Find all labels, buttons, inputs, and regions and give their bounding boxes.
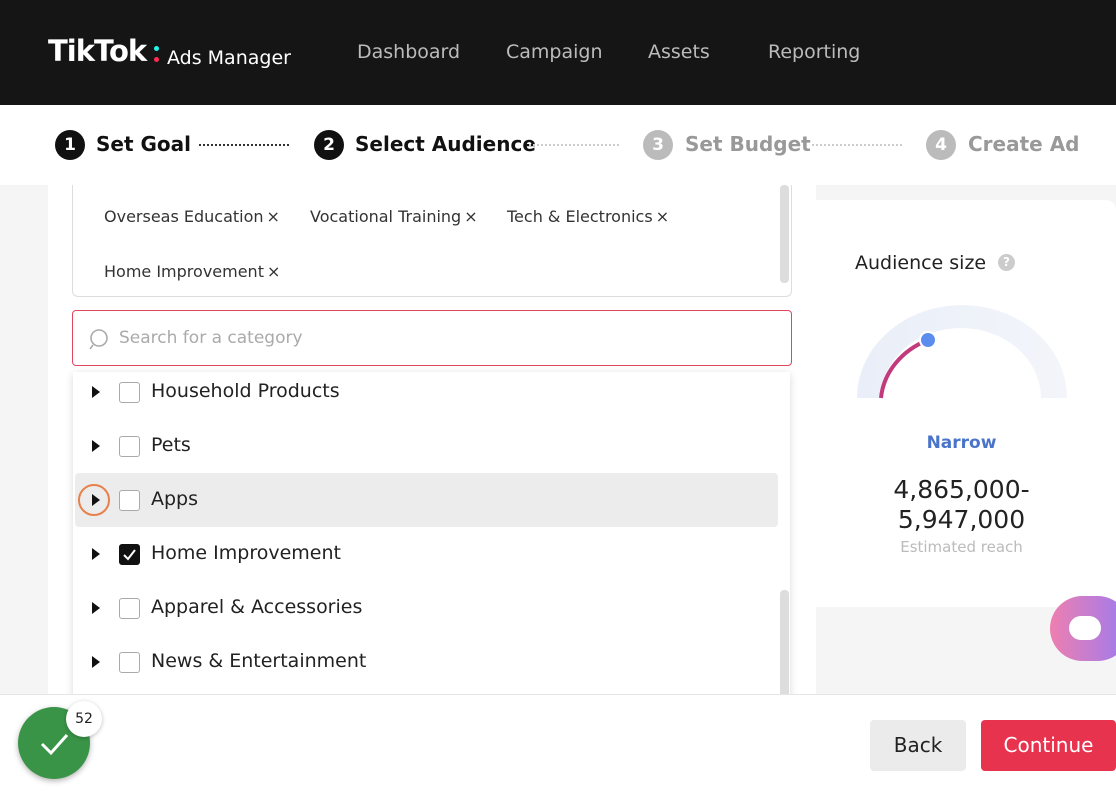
audience-title: Audience size [855, 252, 987, 274]
continue-button[interactable]: Continue [981, 720, 1116, 771]
category-label: Home Improvement [151, 542, 341, 564]
expand-arrow[interactable] [92, 386, 100, 398]
checkbox[interactable] [119, 436, 140, 457]
nav-link[interactable]: Assets [648, 41, 710, 63]
tag-box: Overseas Education × Vocational Training × T… [72, 185, 792, 297]
step-label: Create Ad [968, 132, 1080, 156]
tag-remove[interactable]: × [266, 207, 280, 226]
category-label: Household Products [151, 380, 340, 402]
category-row[interactable]: Pets [75, 419, 778, 473]
tag: Vocational Training × [310, 207, 478, 226]
category-label: Apparel & Accessories [151, 596, 363, 618]
expand-arrow[interactable] [92, 440, 100, 452]
reach-caption: Estimated reach [900, 538, 1023, 556]
gauge [857, 305, 1067, 399]
checkbox[interactable] [119, 544, 140, 565]
product-name: Ads Manager [167, 47, 291, 69]
header [0, 0, 1116, 105]
tag: Home Improvement × [104, 262, 280, 281]
step-connector [199, 144, 289, 146]
checkbox[interactable] [119, 598, 140, 619]
tag: Overseas Education × [104, 207, 280, 226]
expand-arrow[interactable] [92, 548, 100, 560]
back-button[interactable]: Back [870, 720, 966, 771]
checkbox[interactable] [119, 382, 140, 403]
step-connector [529, 144, 619, 146]
logo: TikTok [48, 34, 147, 68]
expand-arrow[interactable] [92, 602, 100, 614]
chat-button[interactable] [1050, 596, 1116, 661]
audience-level: Narrow [926, 433, 997, 453]
reach-start: 4,865,000- [893, 475, 1030, 504]
tag-remove[interactable]: × [266, 262, 281, 281]
checkmark [123, 549, 136, 561]
audience-card: Audience size ? Narrow 4,865,000- 5,947,… [807, 200, 1116, 607]
checkbox[interactable] [119, 490, 140, 511]
step-number: 1 [55, 130, 85, 160]
cursor-indicator [78, 484, 110, 516]
tag-remove[interactable]: × [655, 207, 670, 226]
tag-label: Vocational Training [310, 207, 462, 226]
search-icon [89, 329, 108, 350]
category-row[interactable]: Apparel & Accessories [75, 581, 778, 635]
tag-label: Home Improvement [104, 262, 264, 281]
step-number: 2 [314, 130, 344, 160]
step-label: Select Audience [355, 132, 536, 156]
category-label: Apps [151, 488, 199, 510]
step-connector [812, 144, 902, 146]
search-box[interactable]: Search for a category [72, 310, 792, 366]
step-label: Set Goal [96, 132, 191, 156]
step-label: Set Budget [685, 132, 811, 156]
badge: 52 [66, 701, 102, 737]
category-label: Pets [151, 434, 191, 456]
tag-label: Overseas Education [104, 207, 264, 226]
checkbox[interactable] [119, 652, 140, 673]
chat-icon [1069, 616, 1101, 640]
logo-dot [154, 57, 159, 62]
step-number: 4 [926, 130, 956, 160]
help-icon[interactable]: ? [998, 254, 1015, 271]
expand-arrow[interactable] [92, 656, 100, 668]
tag-remove[interactable]: × [464, 207, 478, 226]
category-row[interactable]: Apps [75, 473, 778, 527]
reach-end: 5,947,000 [897, 505, 1026, 534]
nav-link[interactable]: Campaign [506, 41, 603, 63]
nav-link[interactable]: Dashboard [357, 41, 461, 63]
category-row[interactable]: Household Products [75, 372, 778, 419]
step-number: 3 [643, 130, 673, 160]
scrollbar [780, 185, 789, 283]
tag-label: Tech & Electronics [507, 207, 653, 226]
search-placeholder: Search for a category [119, 328, 303, 348]
category-row[interactable]: Home Improvement [75, 527, 778, 581]
logo-dot [154, 46, 159, 51]
category-row[interactable]: News & Entertainment [75, 635, 778, 689]
tag: Tech & Electronics × [507, 207, 669, 226]
category-label: News & Entertainment [151, 650, 367, 672]
scrollbar [780, 590, 789, 715]
nav-link[interactable]: Reporting [768, 41, 861, 63]
check-icon [40, 734, 69, 756]
